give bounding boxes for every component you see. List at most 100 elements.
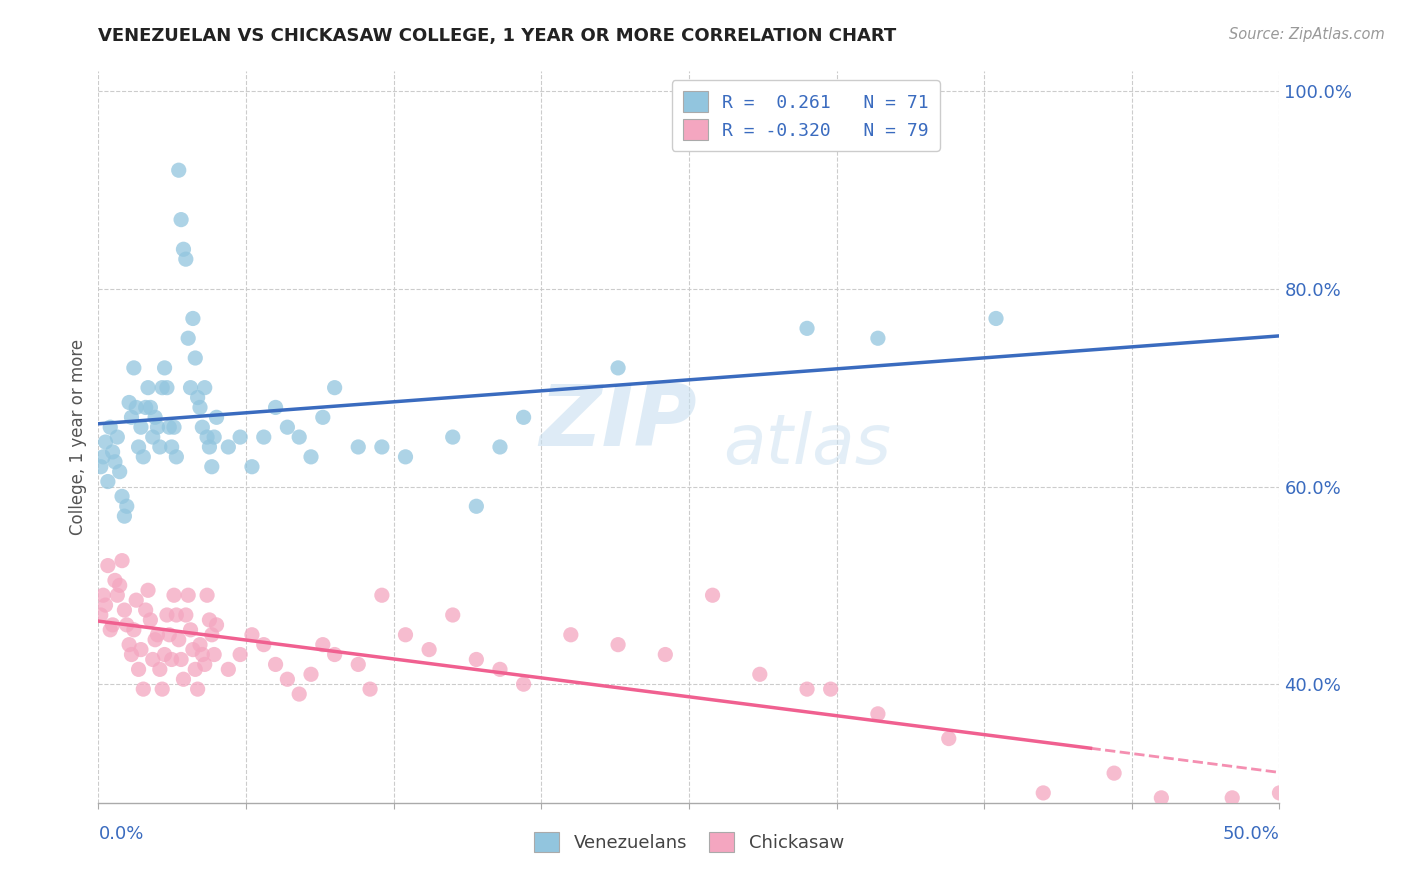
Point <box>299 667 322 681</box>
Point <box>312 410 335 425</box>
Point <box>177 331 200 345</box>
Point <box>98 623 121 637</box>
Y-axis label: College, 1 year or more: College, 1 year or more <box>69 339 87 535</box>
Point <box>938 731 960 746</box>
Point <box>143 632 166 647</box>
Point <box>441 430 464 444</box>
Point <box>347 657 370 672</box>
Point <box>205 410 228 425</box>
Point <box>111 489 134 503</box>
Point <box>135 401 157 415</box>
Point <box>135 603 157 617</box>
Legend: Venezuelans, Chickasaw: Venezuelans, Chickasaw <box>527 824 851 860</box>
Point <box>142 652 165 666</box>
Point <box>276 672 298 686</box>
Point <box>202 430 225 444</box>
Point <box>122 623 145 637</box>
Point <box>240 628 263 642</box>
Point <box>115 500 138 514</box>
Point <box>187 391 209 405</box>
Point <box>104 455 127 469</box>
Point <box>202 648 225 662</box>
Point <box>172 242 194 256</box>
Point <box>180 381 202 395</box>
Point <box>654 648 676 662</box>
Point <box>115 618 138 632</box>
Point <box>198 613 221 627</box>
Point <box>194 657 217 672</box>
Point <box>181 642 204 657</box>
Point <box>748 667 770 681</box>
Point <box>418 642 440 657</box>
Point <box>195 588 218 602</box>
Point <box>165 450 187 464</box>
Point <box>90 607 112 622</box>
Text: atlas: atlas <box>723 411 891 478</box>
Point <box>194 381 217 395</box>
Point <box>149 662 172 676</box>
Point <box>177 588 200 602</box>
Point <box>820 682 842 697</box>
Point <box>796 682 818 697</box>
Point <box>184 662 207 676</box>
Point <box>167 163 190 178</box>
Point <box>101 445 124 459</box>
Point <box>97 475 120 489</box>
Point <box>441 607 464 622</box>
Point <box>101 618 124 632</box>
Point <box>163 420 186 434</box>
Point <box>136 583 159 598</box>
Point <box>181 311 204 326</box>
Point <box>125 401 148 415</box>
Point <box>156 607 179 622</box>
Point <box>866 706 889 721</box>
Point <box>91 588 114 602</box>
Point <box>796 321 818 335</box>
Point <box>91 450 114 464</box>
Point <box>371 440 394 454</box>
Point <box>512 410 534 425</box>
Point <box>205 618 228 632</box>
Point <box>129 642 152 657</box>
Point <box>174 607 197 622</box>
Point <box>191 648 214 662</box>
Point <box>288 430 311 444</box>
Point <box>125 593 148 607</box>
Point <box>195 430 218 444</box>
Point <box>1032 786 1054 800</box>
Point <box>299 450 322 464</box>
Text: ZIP: ZIP <box>540 381 697 464</box>
Point <box>136 381 159 395</box>
Point <box>111 554 134 568</box>
Point <box>170 652 193 666</box>
Point <box>112 509 135 524</box>
Point <box>359 682 381 697</box>
Point <box>188 401 211 415</box>
Point <box>150 682 173 697</box>
Point <box>201 628 224 642</box>
Point <box>157 420 180 434</box>
Point <box>132 450 155 464</box>
Point <box>139 613 162 627</box>
Point <box>489 440 512 454</box>
Point <box>984 311 1007 326</box>
Point <box>150 381 173 395</box>
Point <box>160 652 183 666</box>
Point <box>172 672 194 686</box>
Text: 0.0%: 0.0% <box>98 825 143 843</box>
Point <box>465 500 488 514</box>
Point <box>394 450 416 464</box>
Point <box>122 360 145 375</box>
Point <box>139 401 162 415</box>
Point <box>240 459 263 474</box>
Point <box>129 420 152 434</box>
Point <box>98 420 121 434</box>
Point <box>607 638 630 652</box>
Point <box>323 648 346 662</box>
Point <box>560 628 582 642</box>
Point <box>108 465 131 479</box>
Point <box>167 632 190 647</box>
Point <box>90 459 112 474</box>
Point <box>105 430 128 444</box>
Point <box>97 558 120 573</box>
